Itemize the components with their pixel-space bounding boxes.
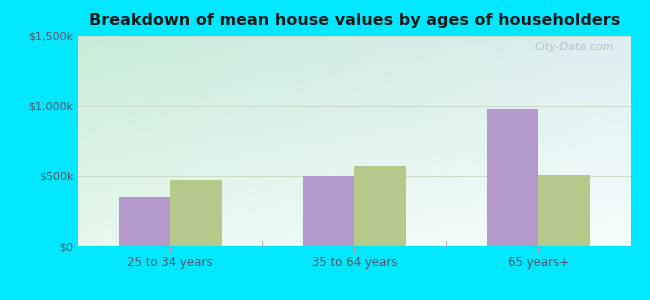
Bar	[487, 110, 538, 246]
Bar	[538, 175, 590, 246]
Bar	[170, 179, 222, 246]
Title: Breakdown of mean house values by ages of householders: Breakdown of mean house values by ages o…	[88, 13, 620, 28]
Text: City-Data.com: City-Data.com	[534, 42, 614, 52]
Bar	[118, 197, 170, 246]
Bar	[354, 166, 406, 246]
Bar	[303, 176, 354, 246]
